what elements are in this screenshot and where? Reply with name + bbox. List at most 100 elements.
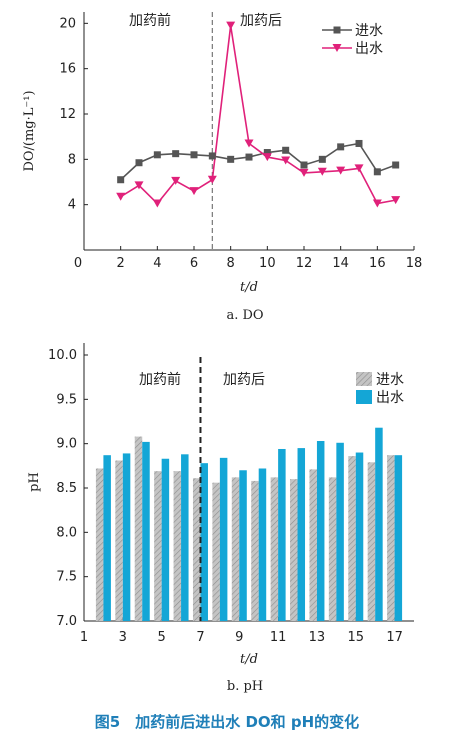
ph-legend: 进水 出水 — [356, 372, 404, 406]
ph-legend-swatch-outflow — [356, 390, 372, 404]
do-point-outflow — [391, 196, 401, 205]
ph-bar-inflow — [290, 479, 298, 621]
ph-x-tick-label: 9 — [235, 630, 243, 645]
ph-annotation-after: 加药后 — [223, 372, 265, 388]
ph-bar-inflow — [173, 471, 182, 621]
ph-bar-outflow — [394, 455, 403, 621]
do-series-outflow-line — [120, 25, 396, 205]
do-y-axis-label: DO/(mg·L⁻¹) — [22, 90, 37, 171]
ph-x-tick-label: 15 — [347, 630, 364, 645]
ph-bar-inflow — [367, 462, 376, 621]
ph-x-axis-label: t/d — [240, 652, 258, 667]
do-series-inflow-line — [120, 142, 396, 181]
do-point-outflow — [152, 199, 162, 208]
do-point-outflow — [299, 168, 309, 177]
do-x-tick-label: 10 — [259, 256, 276, 271]
ph-bar-inflow — [115, 460, 123, 621]
ph-x-tick-label: 1 — [80, 630, 88, 645]
ph-bar-outflow — [316, 441, 325, 621]
ph-x-tick-label: 7 — [196, 630, 204, 645]
ph-bar-outflow — [239, 470, 247, 621]
do-point-inflow — [135, 159, 143, 167]
ph-bar-inflow — [192, 478, 201, 621]
ph-y-tick-label: 9.5 — [56, 392, 77, 407]
ph-x-tick-label: 3 — [119, 630, 127, 645]
do-x-tick-label: 14 — [332, 256, 349, 271]
ph-bar-inflow — [387, 455, 395, 621]
do-line-chart: 4 8 12 16 20 0 2 4 6 8 10 12 14 16 18 加药前 加药后 进水 出水 D… — [22, 12, 422, 323]
do-y-tick-label: 20 — [59, 16, 76, 31]
do-point-outflow — [226, 21, 236, 30]
do-point-outflow — [189, 187, 199, 196]
do-point-inflow — [208, 152, 216, 160]
do-x-axis-label: t/d — [240, 280, 258, 295]
do-x-tick-label: 0 — [74, 256, 82, 271]
ph-bar-outflow — [161, 458, 170, 621]
ph-x-tick-label: 11 — [270, 630, 287, 645]
ph-x-tick-label: 5 — [158, 630, 166, 645]
ph-bar-inflow — [328, 477, 337, 621]
ph-y-tick-label: 7.0 — [56, 614, 77, 629]
do-legend-inflow: 进水 — [355, 23, 383, 39]
do-annotation-after: 加药后 — [240, 13, 282, 29]
ph-y-axis-label: pH — [27, 472, 42, 492]
ph-bar-outflow — [336, 442, 344, 621]
do-point-inflow — [263, 149, 271, 157]
ph-bar-outflow — [181, 454, 189, 621]
do-point-outflow — [262, 153, 272, 162]
do-point-outflow — [171, 176, 181, 185]
do-point-inflow — [337, 143, 345, 151]
ph-bar-inflow — [270, 477, 279, 621]
do-x-tick-label: 4 — [153, 256, 161, 271]
ph-y-tick-label: 10.0 — [48, 348, 77, 363]
ph-y-tick-label: 9.0 — [56, 437, 77, 452]
do-y-tick-label: 16 — [59, 62, 76, 77]
do-legend: 进水 出水 — [322, 23, 383, 57]
ph-legend-inflow: 进水 — [376, 372, 404, 388]
ph-x-tick-label: 17 — [386, 630, 403, 645]
ph-bar-inflow — [154, 471, 162, 621]
ph-bar-outflow — [375, 427, 383, 621]
do-point-inflow — [117, 176, 125, 184]
ph-x-tick-label: 13 — [309, 630, 326, 645]
ph-bar-chart: 7.07.58.08.59.09.510.0 1 3 5 7 9 11 13 15 17 加药前… — [27, 343, 414, 694]
do-point-outflow — [244, 139, 254, 148]
ph-y-tick-label: 8.0 — [56, 525, 77, 540]
do-x-tick-label: 18 — [406, 256, 423, 271]
ph-bar-inflow — [95, 468, 104, 621]
ph-bar-inflow — [251, 480, 259, 621]
ph-annotation-before: 加药前 — [139, 371, 181, 388]
ph-bar-outflow — [200, 463, 208, 621]
do-y-tick-label: 12 — [59, 107, 76, 122]
do-x-tick-label: 8 — [227, 256, 235, 271]
ph-bar-outflow — [103, 455, 111, 621]
do-point-outflow — [336, 166, 346, 175]
do-x-tick-label: 2 — [117, 256, 125, 271]
figure-caption: 图5 加药前后进出水 DO和 pH的变化 — [95, 713, 359, 731]
do-point-inflow — [282, 146, 290, 154]
ph-caption: b. pH — [227, 679, 263, 694]
do-point-inflow — [355, 139, 363, 147]
do-point-outflow — [116, 192, 126, 201]
legend-marker-outflow — [332, 44, 342, 52]
do-point-outflow — [354, 164, 364, 173]
do-point-inflow — [392, 161, 400, 169]
ph-bar-inflow — [212, 482, 220, 621]
do-point-outflow — [281, 156, 291, 165]
do-y-tick-label: 8 — [68, 152, 76, 167]
do-point-outflow — [372, 199, 382, 208]
ph-bar-outflow — [278, 448, 286, 621]
do-point-inflow — [190, 151, 198, 159]
do-point-outflow — [317, 167, 327, 176]
ph-legend-outflow: 出水 — [376, 390, 404, 406]
do-caption: a. DO — [226, 308, 263, 323]
do-annotation-before: 加药前 — [129, 12, 171, 29]
ph-bar-outflow — [219, 457, 228, 621]
do-point-inflow — [300, 161, 308, 169]
do-point-inflow — [172, 150, 180, 158]
do-legend-outflow: 出水 — [355, 41, 383, 57]
ph-bar-inflow — [348, 456, 356, 621]
ph-bar-outflow — [142, 441, 150, 621]
ph-bar-outflow — [258, 468, 267, 621]
